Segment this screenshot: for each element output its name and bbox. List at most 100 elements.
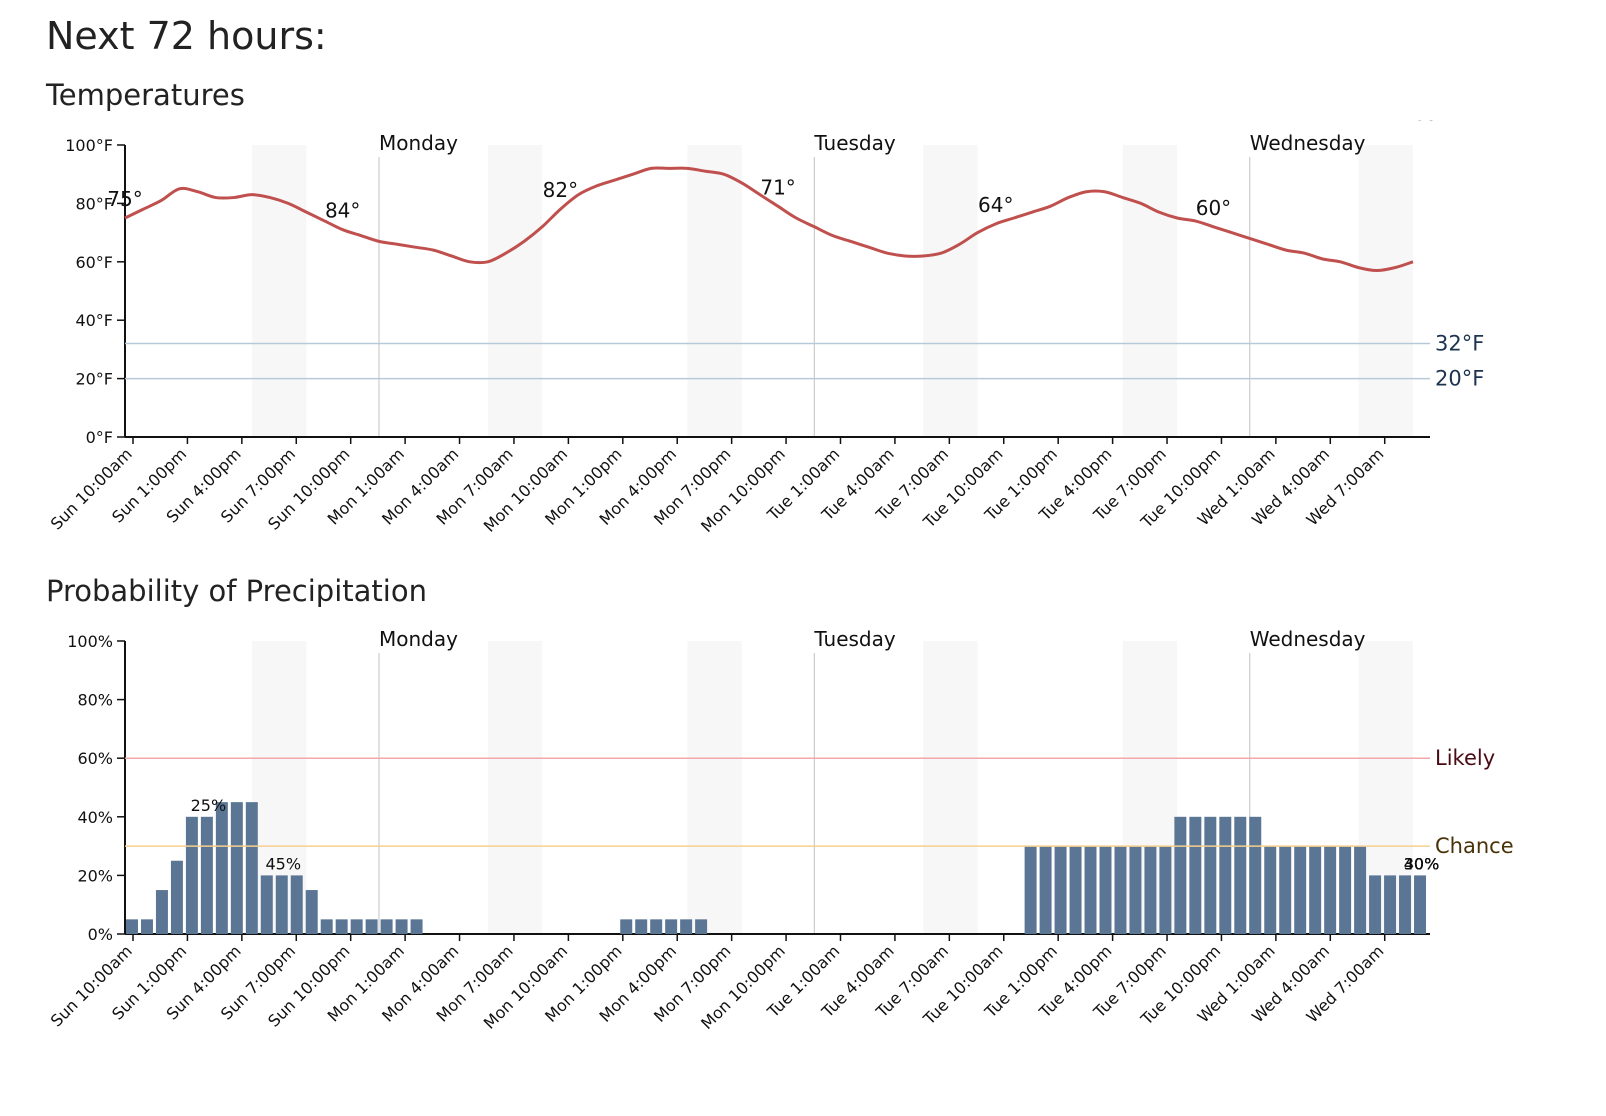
precip-bar bbox=[1279, 846, 1292, 934]
precip-bar bbox=[680, 919, 693, 934]
precip-bar bbox=[200, 816, 213, 934]
precip-bar bbox=[1039, 846, 1052, 934]
precip-bar bbox=[1324, 846, 1337, 934]
temperature-label: 75° bbox=[107, 187, 142, 211]
precip-bar bbox=[1309, 846, 1322, 934]
precip-label: 30% bbox=[1404, 854, 1440, 873]
day-label: Wednesday bbox=[1250, 627, 1366, 651]
temperature-chart: Monday Tuesday Wednesday 0°F 20°F 40°F 60°F 80°… bbox=[47, 120, 1485, 536]
night-band bbox=[923, 145, 978, 437]
precip-bar bbox=[1084, 846, 1097, 934]
precip-bar bbox=[335, 919, 348, 934]
precip-bar bbox=[320, 919, 333, 934]
precip-bar bbox=[1219, 816, 1232, 934]
night-band bbox=[487, 641, 543, 934]
y-tick-label: 60% bbox=[77, 749, 113, 768]
day-label: Tuesday bbox=[813, 627, 896, 651]
y-tick-label: 60°F bbox=[75, 253, 113, 272]
precip-bar bbox=[650, 919, 663, 934]
y-tick-label: 40% bbox=[77, 808, 113, 827]
night-band bbox=[1122, 145, 1178, 437]
precipitation-chart: Monday Tuesday Wednesday 0% 20% 40% 60% 80% 100%… bbox=[47, 627, 1514, 1033]
precip-bar bbox=[140, 919, 153, 934]
temperature-label: 71° bbox=[760, 175, 795, 199]
precip-bar bbox=[665, 919, 678, 934]
precip-bar bbox=[695, 919, 708, 934]
precip-bar bbox=[1414, 875, 1426, 934]
y-tick-label: 80% bbox=[77, 691, 113, 710]
precip-bar bbox=[155, 890, 168, 934]
precip-bar bbox=[1264, 846, 1277, 934]
temperature-label: 82° bbox=[543, 178, 578, 202]
page-title: Next 72 hours: bbox=[46, 14, 327, 58]
y-tick-label: 20% bbox=[77, 866, 113, 885]
precip-bar bbox=[1369, 875, 1382, 934]
y-tick-label: 100°F bbox=[65, 136, 113, 155]
night-band bbox=[923, 641, 978, 934]
precip-bar bbox=[1189, 816, 1202, 934]
precip-bar bbox=[350, 919, 363, 934]
day-label: Tuesday bbox=[813, 131, 896, 155]
y-tick-label: 80°F bbox=[75, 194, 113, 213]
precip-bar bbox=[395, 919, 408, 934]
reference-label: Likely bbox=[1435, 746, 1495, 770]
precip-label: 30% bbox=[1404, 854, 1440, 873]
precip-bar bbox=[290, 875, 303, 934]
precip-bar bbox=[230, 802, 243, 934]
precip-bar bbox=[245, 802, 258, 934]
precip-bar bbox=[126, 919, 138, 934]
precip-bar bbox=[1354, 846, 1367, 934]
precip-bar bbox=[170, 860, 183, 934]
precip-bar bbox=[410, 919, 423, 934]
precip-bar bbox=[215, 802, 228, 934]
precip-bar bbox=[305, 890, 318, 934]
precip-bar bbox=[1294, 846, 1307, 934]
temperature-label: 83° bbox=[1413, 120, 1448, 125]
precip-label: 40% bbox=[1404, 854, 1440, 873]
precip-bar bbox=[1159, 846, 1172, 934]
y-tick-label: 0% bbox=[88, 925, 113, 944]
precip-bar bbox=[1234, 816, 1247, 934]
precip-bar bbox=[1399, 875, 1412, 934]
night-band bbox=[251, 145, 307, 437]
precip-label: 30% bbox=[1404, 854, 1440, 873]
precip-label: 25% bbox=[191, 796, 227, 815]
precip-bar bbox=[1069, 846, 1082, 934]
precip-bar bbox=[1054, 846, 1067, 934]
precipitation-heading: Probability of Precipitation bbox=[46, 574, 427, 608]
reference-label: 20°F bbox=[1435, 367, 1484, 391]
precip-bar bbox=[1384, 875, 1397, 934]
precip-bar bbox=[1249, 816, 1262, 934]
precip-bar bbox=[260, 875, 273, 934]
y-tick-label: 40°F bbox=[75, 311, 113, 330]
precip-bar bbox=[365, 919, 378, 934]
precip-label: 40% bbox=[1404, 854, 1440, 873]
precip-bar bbox=[1129, 846, 1142, 934]
precip-bar bbox=[1024, 846, 1037, 934]
y-tick-label: 20°F bbox=[75, 370, 113, 389]
precip-bar bbox=[1114, 846, 1127, 934]
precip-bar bbox=[275, 875, 288, 934]
temperature-label: 64° bbox=[978, 193, 1013, 217]
precip-bar bbox=[1099, 846, 1112, 934]
day-label: Wednesday bbox=[1250, 131, 1366, 155]
temperature-label: 84° bbox=[325, 199, 360, 223]
night-band bbox=[1358, 145, 1413, 437]
precip-bar bbox=[635, 919, 648, 934]
day-label: Monday bbox=[379, 131, 458, 155]
night-band bbox=[687, 641, 742, 934]
precip-label: 45% bbox=[265, 854, 301, 873]
temperature-line bbox=[124, 166, 1414, 273]
precip-bar bbox=[380, 919, 393, 934]
temperatures-heading: Temperatures bbox=[46, 78, 245, 112]
temperature-label: 60° bbox=[1196, 196, 1231, 220]
precip-bar bbox=[1204, 816, 1217, 934]
precip-bar bbox=[185, 816, 198, 934]
reference-label: 32°F bbox=[1435, 332, 1484, 356]
y-tick-label: 0°F bbox=[86, 428, 113, 447]
precip-bar bbox=[1339, 846, 1352, 934]
day-label: Monday bbox=[379, 627, 458, 651]
y-tick-label: 100% bbox=[67, 632, 113, 651]
precip-bar bbox=[620, 919, 633, 934]
precip-bar bbox=[1174, 816, 1187, 934]
